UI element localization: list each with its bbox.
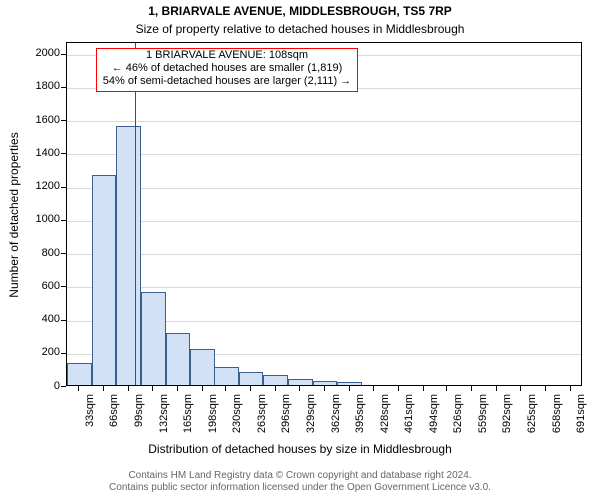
y-tick-mark	[61, 286, 66, 287]
x-tick-label: 132sqm	[158, 394, 170, 494]
histogram-bar	[288, 379, 313, 385]
gridline-horizontal	[67, 254, 581, 255]
x-tick-mark	[545, 386, 546, 391]
x-tick-mark	[128, 386, 129, 391]
chart-title: 1, BRIARVALE AVENUE, MIDDLESBROUGH, TS5 …	[0, 4, 600, 18]
annotation-line: 1 BRIARVALE AVENUE: 108sqm	[97, 49, 357, 62]
histogram-bar	[141, 292, 166, 385]
y-tick-mark	[61, 220, 66, 221]
x-tick-label: 494sqm	[428, 394, 440, 494]
y-tick-label: 400	[26, 313, 60, 325]
x-tick-label: 263sqm	[256, 394, 268, 494]
y-tick-label: 1200	[26, 180, 60, 192]
histogram-bar	[214, 367, 239, 385]
x-tick-label: 329sqm	[305, 394, 317, 494]
annotation-line: ← 46% of detached houses are smaller (1,…	[97, 62, 357, 75]
x-tick-mark	[520, 386, 521, 391]
x-tick-label: 33sqm	[84, 394, 96, 494]
x-tick-label: 428sqm	[379, 394, 391, 494]
y-tick-label: 1600	[26, 114, 60, 126]
x-tick-mark	[250, 386, 251, 391]
y-tick-label: 1800	[26, 80, 60, 92]
y-tick-mark	[61, 353, 66, 354]
chart-subtitle: Size of property relative to detached ho…	[0, 22, 600, 36]
x-tick-label: 691sqm	[575, 394, 587, 494]
y-tick-mark	[61, 87, 66, 88]
annotation-line: 54% of semi-detached houses are larger (…	[97, 75, 357, 88]
y-tick-label: 2000	[26, 47, 60, 59]
x-tick-label: 592sqm	[501, 394, 513, 494]
histogram-bar	[190, 349, 215, 385]
y-tick-mark	[61, 54, 66, 55]
x-tick-mark	[202, 386, 203, 391]
x-tick-mark	[398, 386, 399, 391]
x-tick-mark	[299, 386, 300, 391]
x-tick-mark	[446, 386, 447, 391]
x-tick-label: 526sqm	[452, 394, 464, 494]
histogram-bar	[166, 333, 191, 385]
x-tick-label: 625sqm	[526, 394, 538, 494]
histogram-bar	[67, 363, 92, 385]
histogram-bar	[116, 126, 141, 385]
y-tick-label: 1000	[26, 213, 60, 225]
x-tick-mark	[423, 386, 424, 391]
x-tick-mark	[349, 386, 350, 391]
property-marker-line	[135, 43, 136, 385]
x-tick-label: 395sqm	[354, 394, 366, 494]
x-tick-label: 658sqm	[551, 394, 563, 494]
histogram-bar	[313, 381, 338, 385]
histogram-bar	[92, 175, 117, 385]
y-tick-mark	[61, 153, 66, 154]
x-tick-mark	[471, 386, 472, 391]
y-tick-mark	[61, 120, 66, 121]
x-tick-label: 230sqm	[231, 394, 243, 494]
x-tick-mark	[275, 386, 276, 391]
x-tick-mark	[152, 386, 153, 391]
x-tick-mark	[496, 386, 497, 391]
gridline-horizontal	[67, 287, 581, 288]
x-tick-mark	[103, 386, 104, 391]
x-tick-label: 559sqm	[477, 394, 489, 494]
gridline-horizontal	[67, 121, 581, 122]
x-tick-mark	[225, 386, 226, 391]
y-tick-label: 1400	[26, 147, 60, 159]
histogram-bar	[263, 375, 288, 385]
y-tick-label: 200	[26, 346, 60, 358]
x-tick-mark	[373, 386, 374, 391]
x-tick-label: 165sqm	[182, 394, 194, 494]
x-tick-label: 362sqm	[330, 394, 342, 494]
plot-area	[66, 42, 582, 386]
gridline-horizontal	[67, 154, 581, 155]
y-tick-mark	[61, 320, 66, 321]
annotation-box: 1 BRIARVALE AVENUE: 108sqm← 46% of detac…	[96, 48, 358, 92]
y-tick-label: 600	[26, 280, 60, 292]
y-tick-mark	[61, 187, 66, 188]
histogram-bar	[239, 372, 264, 385]
x-tick-label: 198sqm	[207, 394, 219, 494]
x-tick-mark	[570, 386, 571, 391]
y-axis-label: Number of detached properties	[7, 43, 21, 387]
histogram-bar	[337, 382, 362, 385]
x-tick-label: 461sqm	[403, 394, 415, 494]
y-tick-mark	[61, 253, 66, 254]
x-tick-mark	[324, 386, 325, 391]
x-tick-mark	[177, 386, 178, 391]
x-tick-mark	[78, 386, 79, 391]
y-tick-label: 0	[26, 380, 60, 392]
gridline-horizontal	[67, 221, 581, 222]
x-tick-label: 66sqm	[108, 394, 120, 494]
y-tick-label: 800	[26, 247, 60, 259]
gridline-horizontal	[67, 188, 581, 189]
y-tick-mark	[61, 386, 66, 387]
chart-container: 1, BRIARVALE AVENUE, MIDDLESBROUGH, TS5 …	[0, 0, 600, 500]
x-tick-label: 99sqm	[133, 394, 145, 494]
x-tick-label: 296sqm	[280, 394, 292, 494]
